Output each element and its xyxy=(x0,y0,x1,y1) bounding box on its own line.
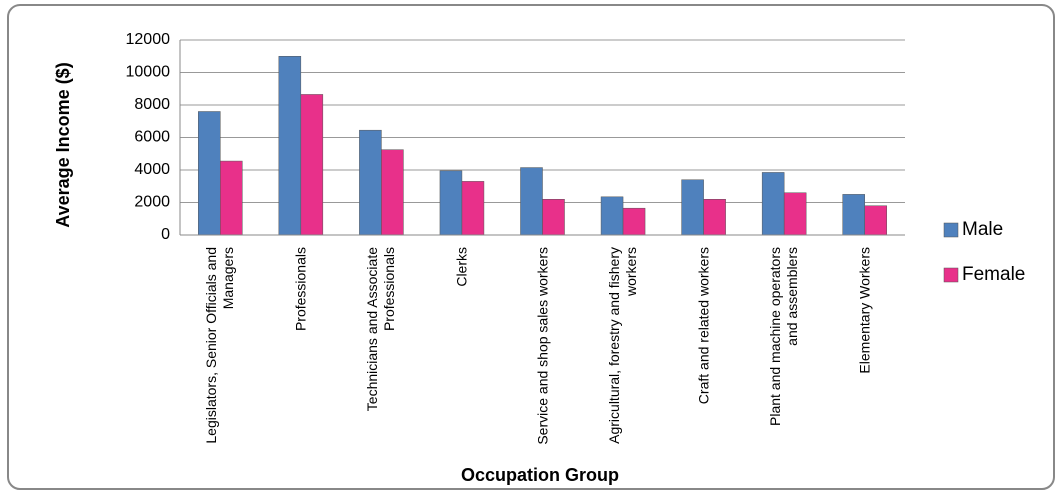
y-tick-label: 4000 xyxy=(134,161,170,178)
bar xyxy=(381,149,404,236)
y-tick-label: 10000 xyxy=(126,64,171,81)
bar xyxy=(461,181,485,236)
bar xyxy=(783,192,807,236)
bar xyxy=(864,205,887,236)
y-tick-label: 6000 xyxy=(134,129,170,146)
legend-swatch xyxy=(943,267,959,283)
bar xyxy=(622,207,646,236)
bar xyxy=(439,170,463,236)
x-tick-label: Agricultural, forestry and fishery worke… xyxy=(606,247,640,444)
y-tick-label: 12000 xyxy=(126,31,171,48)
chart-border xyxy=(7,4,1055,490)
bar xyxy=(542,199,565,236)
legend-label: Female xyxy=(962,264,1025,285)
y-tick-label: 0 xyxy=(161,226,170,243)
bar xyxy=(761,172,785,236)
x-axis-title: Occupation Group xyxy=(461,465,619,485)
bar xyxy=(220,160,243,236)
bar xyxy=(198,111,221,236)
bar xyxy=(600,196,624,236)
bar xyxy=(520,167,543,236)
y-tick-label: 8000 xyxy=(134,96,170,113)
y-tick-label: 2000 xyxy=(134,194,170,211)
bar xyxy=(842,194,865,236)
x-tick-label: Elementary Workers xyxy=(856,247,873,374)
y-axis-title: Average Income ($) xyxy=(53,62,73,227)
legend-swatch xyxy=(943,222,959,238)
x-tick-label: Legislators, Senior Officials and Manage… xyxy=(203,247,237,444)
x-tick-label: Service and shop sales workers xyxy=(534,247,550,445)
x-tick-label: Professionals xyxy=(292,247,309,332)
x-tick-label: Plant and machine operators and assemble… xyxy=(767,247,801,426)
bar xyxy=(681,179,704,236)
x-tick-label: Clerks xyxy=(453,247,470,287)
x-tick-label: Technicians and Associate Professionals xyxy=(364,247,398,412)
bar xyxy=(703,199,726,236)
bar xyxy=(278,56,302,236)
bar xyxy=(300,94,324,236)
bar xyxy=(359,129,382,236)
x-tick-label: Craft and related workers xyxy=(695,247,712,405)
legend-label: Male xyxy=(962,219,1003,240)
